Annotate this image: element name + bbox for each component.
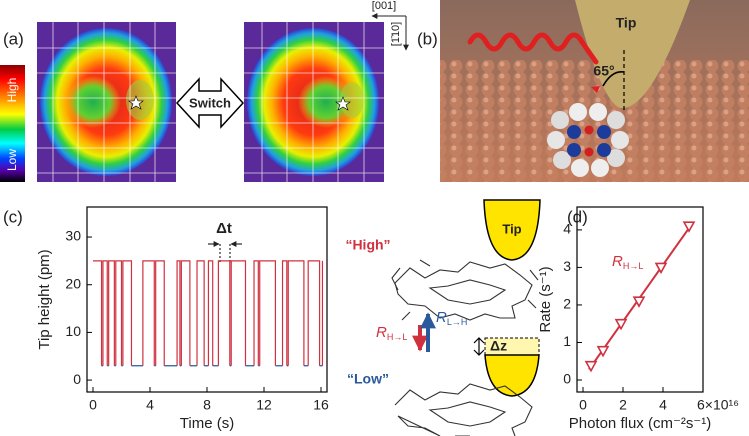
stm-image-left — [37, 22, 176, 182]
x-tick-label: 16 — [313, 397, 329, 413]
plot-frame — [576, 206, 704, 393]
panel-a: High Low Switch [001] [1̄10] — [0, 0, 409, 182]
rate-symbol: R — [376, 324, 387, 341]
rate-subscript: H→L — [387, 332, 408, 342]
stm-image-right — [244, 22, 384, 182]
switch-label: Switch — [189, 95, 231, 110]
x-tick-label: 0 — [579, 397, 587, 413]
tip-label: Tip — [502, 221, 521, 236]
x-axis-label: Photon flux (cm⁻²s⁻¹) — [569, 415, 712, 432]
dz-label: Δz — [490, 338, 507, 354]
x-tick-label: 2 — [619, 397, 627, 413]
fit-line — [588, 221, 694, 371]
y-axis-label: Rate (s⁻¹) — [537, 266, 554, 332]
x-tick-label: 12 — [256, 397, 272, 413]
rate-symbol: R — [436, 309, 447, 326]
angle-label: 65° — [593, 63, 614, 79]
direction-label: [1̄10] — [390, 22, 402, 46]
panel-label: (c) — [3, 207, 23, 226]
fit-annotation: RH→L — [612, 253, 643, 271]
y-tick-label: 1 — [563, 333, 571, 349]
rate-up: RL→H — [436, 309, 467, 327]
y-axis-label: Tip height (pm) — [36, 249, 53, 349]
y-tick-label: 2 — [563, 296, 571, 312]
y-tick-label: 20 — [65, 275, 81, 291]
colorbar — [0, 65, 25, 182]
data-point — [584, 360, 598, 373]
tip-label: Tip — [616, 15, 637, 31]
data-point — [682, 221, 696, 233]
state-high: “High” — [345, 237, 390, 253]
rate-subscript: H→L — [623, 261, 644, 271]
colorbar-high: High — [5, 78, 19, 103]
direction-label: [001] — [372, 0, 396, 12]
y-tick-label: 10 — [65, 323, 81, 339]
x-tick-label: 4 — [146, 397, 154, 413]
data-point — [632, 296, 646, 308]
colorbar-low: Low — [5, 149, 19, 171]
y-tick-label: 4 — [563, 221, 571, 237]
y-tick-label: 3 — [563, 258, 571, 274]
y-tick-label: 30 — [65, 228, 81, 244]
x-axis-label: Time (s) — [180, 415, 234, 432]
x-tick-label: 6×10¹⁶ — [697, 397, 739, 413]
data-point — [614, 318, 628, 331]
data-point — [654, 262, 668, 275]
dt-label: Δt — [216, 220, 232, 237]
panel-label: (b) — [417, 29, 438, 48]
y-tick-label: 0 — [73, 371, 81, 387]
x-tick-label: 4 — [659, 397, 667, 413]
y-tick-label: 0 — [563, 371, 571, 387]
molecule — [547, 103, 629, 177]
rate-down: RH→L — [376, 324, 407, 342]
panel-b — [440, 0, 749, 182]
x-tick-label: 8 — [203, 397, 211, 413]
x-tick-label: 0 — [89, 397, 97, 413]
rate-symbol: R — [612, 253, 623, 270]
panel-label: (a) — [3, 29, 24, 48]
dt-marker — [208, 241, 242, 262]
schematic — [391, 199, 541, 436]
state-low: “Low” — [347, 371, 389, 387]
trace — [92, 260, 324, 366]
rate-subscript: L→H — [447, 317, 468, 327]
switch-arrow — [175, 77, 245, 129]
data-point — [596, 345, 610, 358]
